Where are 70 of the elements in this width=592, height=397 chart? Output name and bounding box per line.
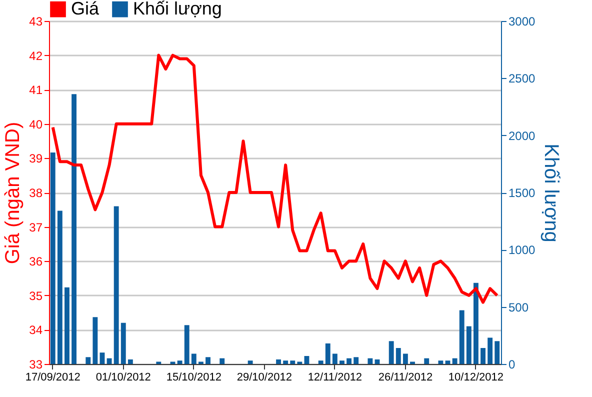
bar <box>459 310 464 364</box>
x-tick-label: 10/12/2012 <box>448 372 504 384</box>
y-axis-title: Giá (ngàn VND) <box>2 122 24 264</box>
y2-tick-label: 1500 <box>508 186 536 200</box>
bar <box>424 358 430 364</box>
bar <box>488 338 493 364</box>
bar <box>452 358 458 364</box>
bar <box>57 210 62 364</box>
bar <box>106 358 112 364</box>
bar <box>332 354 338 364</box>
bar <box>184 325 190 364</box>
bar <box>318 360 324 364</box>
y-tick-label: 36 <box>29 254 43 269</box>
y-tick-label: 37 <box>29 220 43 234</box>
y-tick-label: 43 <box>29 14 43 28</box>
bar <box>220 358 225 364</box>
bar <box>50 152 56 364</box>
bar <box>100 352 105 364</box>
bar <box>368 358 373 364</box>
y-tick-label: 41 <box>29 83 43 98</box>
bar <box>92 317 98 364</box>
y-tick-label: 40 <box>29 117 43 132</box>
legend-label: Giá <box>71 0 100 18</box>
y2-tick-label: 1000 <box>508 243 536 258</box>
bar <box>86 357 91 364</box>
y-tick-label: 35 <box>29 288 43 303</box>
y-tick-label: 39 <box>29 152 43 166</box>
bar <box>388 341 394 364</box>
bar <box>340 360 344 364</box>
bar <box>114 206 119 364</box>
y2-tick-label: 500 <box>508 300 529 314</box>
y-tick-label: 33 <box>29 358 43 372</box>
bar <box>445 360 450 364</box>
y-tick-label: 38 <box>29 186 43 200</box>
bar <box>354 357 359 364</box>
x-tick-label: 26/11/2012 <box>378 372 433 384</box>
y2-tick-label: 2000 <box>508 128 536 143</box>
bar <box>466 326 472 364</box>
bar <box>290 360 296 364</box>
bar <box>283 360 288 364</box>
y2-axis-title: Khối lượng <box>540 144 562 242</box>
bar <box>474 282 478 364</box>
x-tick-label: 17/09/2012 <box>25 372 80 384</box>
bar <box>346 358 352 364</box>
bar <box>480 348 486 364</box>
x-tick-label: 29/10/2012 <box>236 372 292 384</box>
bar <box>120 322 126 364</box>
bar <box>128 359 133 364</box>
bar <box>248 360 253 364</box>
legend-label: Khối lượng <box>133 0 222 18</box>
bar <box>304 356 310 364</box>
bar <box>64 287 70 364</box>
bar <box>177 360 182 364</box>
bar <box>325 343 330 364</box>
x-tick-label: 12/11/2012 <box>308 372 362 384</box>
y-tick-label: 34 <box>29 323 43 338</box>
bar <box>374 359 380 364</box>
y2-tick-label: 3000 <box>508 14 536 28</box>
bar <box>276 359 281 364</box>
x-tick-label: 01/10/2012 <box>96 372 151 384</box>
bar <box>206 357 210 364</box>
bar <box>72 94 76 364</box>
bar <box>438 360 444 364</box>
bar <box>191 354 196 364</box>
bar <box>402 354 408 364</box>
y2-tick-label: 2500 <box>508 72 536 86</box>
y2-tick-label: 0 <box>508 358 516 372</box>
x-tick-label: 15/10/2012 <box>166 372 222 384</box>
bar <box>396 348 401 364</box>
y-tick-label: 42 <box>29 48 43 63</box>
